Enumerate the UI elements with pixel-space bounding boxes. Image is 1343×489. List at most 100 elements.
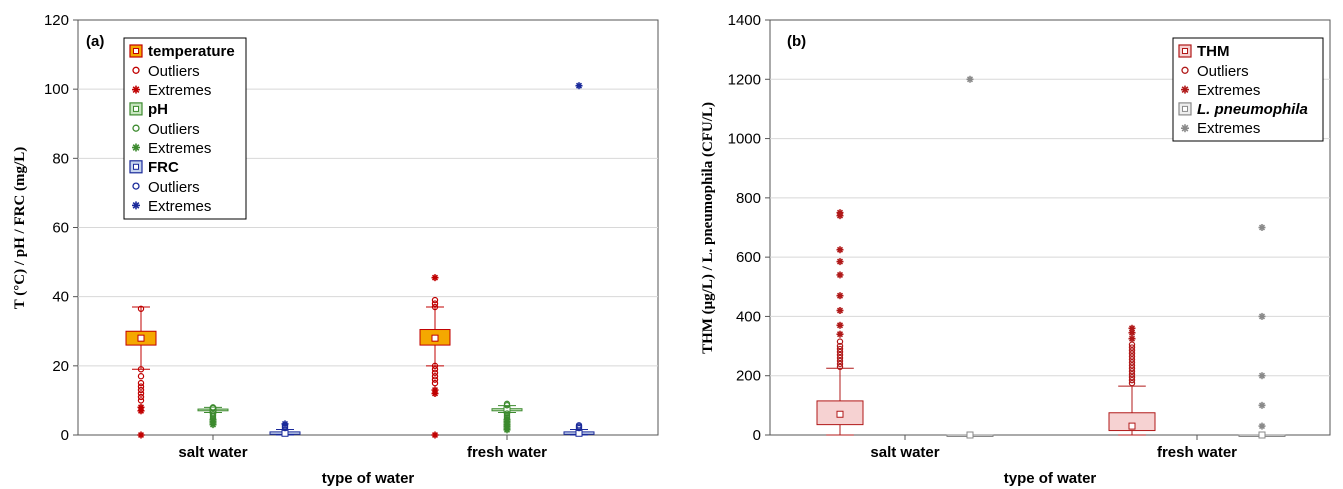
outlier-point bbox=[137, 397, 145, 404]
outlier-point bbox=[431, 373, 439, 380]
panel-a: 0 20 40 60 80 100 120 (a) type of water T (°C)… bbox=[12, 12, 659, 487]
legend-symbol-frc-6 bbox=[129, 160, 143, 174]
extreme-point-stroke bbox=[836, 331, 844, 338]
outlier-point bbox=[1128, 376, 1136, 384]
extreme-point bbox=[1258, 312, 1266, 320]
extreme-point-stroke bbox=[1258, 372, 1266, 379]
extreme-point-stroke bbox=[431, 431, 439, 439]
legend-symbol-extremes-2-stroke bbox=[132, 86, 140, 93]
legend-symbol-extremes-8-stroke bbox=[132, 202, 140, 209]
outlier-point bbox=[137, 386, 145, 394]
legend-box-b bbox=[1172, 37, 1324, 142]
y-tick-label: 1400 bbox=[728, 12, 761, 29]
legend-symbol-temperature-0-center bbox=[133, 48, 139, 54]
extreme-point-stroke bbox=[1258, 423, 1266, 430]
extreme-point bbox=[137, 407, 145, 415]
extreme-point-stroke bbox=[1128, 325, 1136, 332]
legend-label-l-pneumophila-extremes: Extremes bbox=[1197, 120, 1260, 137]
extreme-point bbox=[836, 321, 844, 329]
y-tick-label: 60 bbox=[52, 220, 69, 237]
outlier-point bbox=[137, 379, 145, 387]
legend-symbol-outliers-7 bbox=[132, 182, 140, 190]
box-thm-fresh-water bbox=[1108, 324, 1156, 436]
y-tick-label: 800 bbox=[736, 190, 761, 207]
outlier-point bbox=[137, 366, 145, 373]
legend-a: temperature Outliers Extremes pH Outlier… bbox=[123, 37, 247, 220]
extreme-point-stroke bbox=[431, 390, 439, 397]
y-tick-label: 0 bbox=[61, 427, 69, 444]
legend-symbol-extremes-5 bbox=[132, 143, 140, 152]
outlier-point bbox=[1128, 359, 1136, 366]
y-axis-title-a: T (°C) / pH / FRC (mg/L) bbox=[12, 147, 28, 309]
outlier-point bbox=[1128, 365, 1136, 372]
extreme-point-stroke bbox=[1258, 224, 1266, 231]
outlier-point bbox=[431, 376, 439, 383]
outlier-point bbox=[1128, 356, 1136, 363]
legend-symbol-frc-6-center bbox=[133, 163, 139, 170]
y-tick-label: 20 bbox=[52, 358, 69, 375]
panel-label-a: (a) bbox=[86, 33, 104, 50]
legend-symbol-extremes-8 bbox=[132, 201, 140, 210]
extreme-point bbox=[1128, 324, 1136, 332]
extreme-point bbox=[836, 307, 844, 314]
y-tick-label: 200 bbox=[736, 368, 761, 385]
extreme-point bbox=[1258, 422, 1266, 430]
legend-symbol-l-pneumophila-3-center bbox=[1182, 105, 1188, 112]
outlier-point bbox=[1128, 371, 1136, 378]
legend-symbol-thm-0 bbox=[1178, 44, 1192, 58]
outlier-point bbox=[1128, 368, 1136, 375]
legend-label-frc-outliers: Outliers bbox=[148, 179, 200, 196]
y-ticks-b: 0 200 400 600 800 1000 1200 1400 bbox=[728, 12, 1198, 444]
outlier-point bbox=[431, 366, 439, 373]
extreme-point-stroke bbox=[575, 82, 583, 89]
category-label-fresh-water-b: fresh water bbox=[1157, 444, 1237, 461]
extreme-point bbox=[966, 75, 974, 83]
y-tick-label: 1000 bbox=[728, 131, 761, 148]
legend-label-ph-extremes: Extremes bbox=[148, 140, 211, 157]
extreme-point-stroke bbox=[209, 421, 217, 428]
legend-box-a bbox=[123, 37, 247, 220]
median-marker-thm-fresh-water bbox=[1128, 422, 1136, 430]
legend-label-thm: THM bbox=[1197, 43, 1230, 60]
box-ph-salt-water bbox=[197, 404, 229, 429]
outlier-point bbox=[1128, 353, 1136, 360]
legend-symbol-extremes-2 bbox=[132, 85, 140, 94]
y-ticks-a: 0 20 40 60 80 100 120 bbox=[44, 12, 508, 444]
outlier-point bbox=[137, 393, 145, 401]
extreme-point-stroke bbox=[1128, 329, 1136, 336]
legend-symbol-thm-0-center bbox=[1182, 48, 1188, 54]
median-marker-temperature-salt-water bbox=[137, 334, 145, 342]
median-marker-l-pneumophila-fresh-water bbox=[1258, 431, 1266, 439]
legend-symbol-outliers-1 bbox=[1181, 66, 1189, 74]
extreme-point bbox=[836, 330, 844, 338]
outlier-point bbox=[1128, 379, 1136, 387]
outlier-point bbox=[431, 300, 439, 307]
extreme-point bbox=[836, 271, 844, 279]
extreme-point-stroke bbox=[836, 271, 844, 278]
extreme-point bbox=[836, 292, 844, 300]
legend-label-frc: FRC bbox=[148, 159, 179, 176]
x-axis-title-b: type of water bbox=[1004, 470, 1097, 487]
outlier-point bbox=[137, 390, 145, 397]
outlier-point bbox=[431, 296, 439, 304]
legend-label-ph-outliers: Outliers bbox=[148, 121, 200, 138]
box-l-pneumophila-salt-water bbox=[946, 75, 994, 439]
y-axis-title-b: THM (μg/L) / L. pneumophila (CFU/L) bbox=[700, 102, 716, 354]
legend-label-thm-outliers: Outliers bbox=[1197, 63, 1249, 80]
legend-label-temperature-extremes: Extremes bbox=[148, 82, 211, 99]
y-tick-label: 100 bbox=[44, 81, 69, 98]
median-marker-thm-salt-water bbox=[836, 410, 844, 418]
extreme-point bbox=[209, 421, 217, 429]
outlier-point bbox=[431, 369, 439, 376]
legend-label-ph: pH bbox=[148, 101, 168, 118]
legend-label-temperature: temperature bbox=[148, 43, 235, 60]
extreme-point bbox=[137, 431, 145, 439]
outlier-point bbox=[431, 303, 439, 311]
outlier-point bbox=[1128, 362, 1136, 369]
outlier-point bbox=[575, 422, 583, 429]
box-temperature-fresh-water bbox=[419, 274, 451, 439]
outlier-point bbox=[137, 373, 145, 380]
extreme-point bbox=[1128, 335, 1136, 343]
extreme-point-stroke bbox=[836, 246, 844, 253]
box-l-pneumophila-fresh-water bbox=[1238, 224, 1286, 439]
